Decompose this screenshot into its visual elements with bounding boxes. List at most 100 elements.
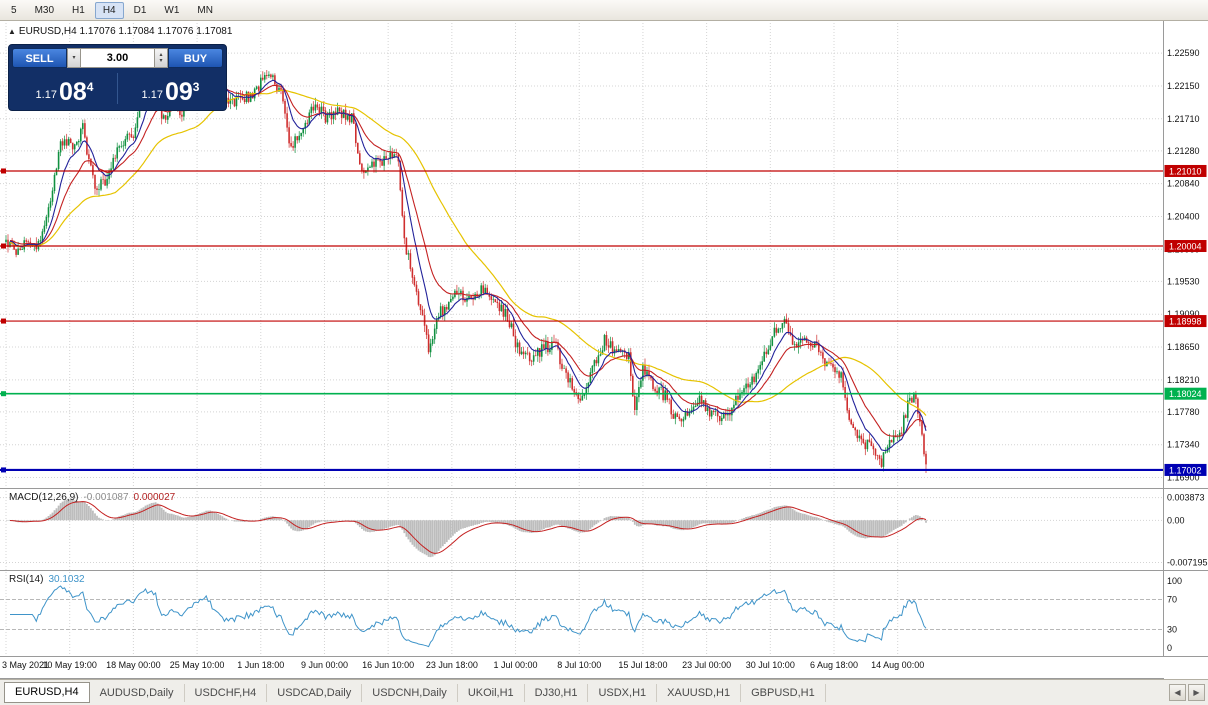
chart-tab-gbpusd[interactable]: GBPUSD,H1	[741, 684, 826, 702]
svg-text:1.18998: 1.18998	[1169, 317, 1202, 327]
buy-price-point: 3	[192, 80, 200, 94]
buy-price-base: 1.17	[141, 89, 163, 101]
macd-signal-line	[9, 501, 927, 554]
rsi-axis-label: 0	[1167, 643, 1172, 653]
svg-text:1.21010: 1.21010	[1169, 166, 1202, 176]
price-axis-label: 1.22590	[1167, 48, 1200, 58]
one-click-trading-panel: SELL ▾ 3.00 ▴ ▾ BUY 1.17 08 4 1.17 09 3	[8, 44, 227, 111]
price-axis-label: 1.17780	[1167, 407, 1200, 417]
rsi-axis-label: 30	[1167, 625, 1177, 635]
time-label: 30 Jul 10:00	[746, 660, 795, 670]
timeframe-button-m30[interactable]: M30	[34, 4, 55, 16]
price-axis-label: 1.18650	[1167, 342, 1200, 352]
timeframe-button-5[interactable]: 5	[11, 4, 17, 16]
time-label: 1 Jul 00:00	[494, 660, 538, 670]
buy-button[interactable]: BUY	[168, 48, 223, 68]
chart-tab-usdchf[interactable]: USDCHF,H4	[185, 684, 268, 702]
price-axis-label: 1.20840	[1167, 179, 1200, 189]
volume-input[interactable]: 3.00	[81, 48, 154, 68]
price-line-tag	[1164, 387, 1207, 400]
horizontal-lines-layer[interactable]	[0, 168, 1163, 473]
time-label: 16 Jun 10:00	[362, 660, 414, 670]
price-line-tag	[1164, 315, 1207, 328]
grid-layer	[0, 21, 1208, 679]
time-label: 1 Jun 18:00	[237, 660, 284, 670]
time-label: 25 May 10:00	[170, 660, 225, 670]
svg-text:1.18024: 1.18024	[1169, 389, 1202, 399]
chart-tab-ukoil[interactable]: UKOil,H1	[458, 684, 525, 702]
sell-button[interactable]: SELL	[12, 48, 67, 68]
price-axis-label: 1.19090	[1167, 309, 1200, 319]
rsi-indicator-panel	[0, 585, 1163, 648]
price-axis-label: 1.18210	[1167, 375, 1200, 385]
chart-tab-eurusd[interactable]: EURUSD,H4	[4, 682, 90, 703]
chart-tab-usdcnh[interactable]: USDCNH,Daily	[362, 684, 458, 702]
macd-signal-value: 0.000027	[133, 492, 176, 503]
chart-canvas: 1.22590 1.22150 1.21710 1.21280 1.20840 1.204…	[0, 21, 1208, 679]
rsi-axis-label: 70	[1167, 595, 1177, 605]
price-axis-label: 1.19530	[1167, 276, 1200, 286]
macd-axis-label: 0.00	[1167, 515, 1185, 525]
chart-tab-audusd[interactable]: AUDUSD,Daily	[90, 684, 185, 702]
rsi-line	[10, 585, 927, 648]
timeframe-toolbar: 5 M30 H1 H4 D1 W1 MN	[0, 0, 1208, 21]
price-line-tag	[1164, 463, 1207, 476]
chart-tab-usdx[interactable]: USDX,H1	[588, 684, 658, 702]
chevron-up-icon: ▴	[159, 52, 163, 58]
time-label: 14 Aug 00:00	[871, 660, 924, 670]
price-axis-label: 1.17340	[1167, 440, 1200, 450]
price-axis-label: 1.21280	[1167, 146, 1200, 156]
macd-histogram	[7, 499, 927, 558]
scroll-right-icon[interactable]: ▶	[1188, 684, 1205, 701]
rsi-axis-label: 100	[1167, 576, 1182, 586]
chevron-down-icon: ▾	[72, 55, 76, 61]
timeframe-button-d1[interactable]: D1	[133, 4, 147, 16]
time-label: 6 Aug 18:00	[810, 660, 858, 670]
time-label: 23 Jun 18:00	[426, 660, 478, 670]
macd-indicator-panel	[0, 497, 1163, 563]
rsi-label: RSI(14) 30.1032	[9, 574, 85, 585]
macd-main-value: -0.001087	[83, 492, 129, 503]
time-label: 10 May 19:00	[42, 660, 97, 670]
price-axis-label: 1.16900	[1167, 473, 1200, 483]
chart-tab-xauusd[interactable]: XAUUSD,H1	[657, 684, 742, 702]
chart-marker-icon: ▲	[8, 27, 16, 36]
volume-spinner[interactable]: ▴ ▾	[154, 48, 168, 68]
chevron-down-icon: ▾	[159, 58, 163, 64]
timeframe-button-mn[interactable]: MN	[197, 4, 213, 16]
volume-decrease-button[interactable]: ▾	[67, 48, 81, 68]
buy-price-display[interactable]: 1.17 09 3	[118, 70, 223, 107]
scroll-left-icon[interactable]: ◀	[1169, 684, 1186, 701]
sell-price-base: 1.17	[35, 89, 57, 101]
macd-axis-label: -0.007195	[1167, 557, 1208, 567]
price-line-tag	[1164, 240, 1207, 253]
price-axis[interactable]: 1.22590 1.22150 1.21710 1.21280 1.20840 1.204…	[1164, 48, 1208, 653]
chart-tab-usdcad[interactable]: USDCAD,Daily	[267, 684, 363, 702]
timeframe-button-h4[interactable]: H4	[94, 1, 124, 19]
svg-text:1.20004: 1.20004	[1169, 242, 1202, 252]
time-label: 3 May 2021	[2, 660, 49, 670]
sell-price-display[interactable]: 1.17 08 4	[12, 70, 117, 107]
time-label: 8 Jul 10:00	[557, 660, 601, 670]
tab-scrollbar: ◀ ▶	[1169, 684, 1205, 701]
time-label: 23 Jul 00:00	[682, 660, 731, 670]
timeframe-button-w1[interactable]: W1	[164, 4, 180, 16]
chart-tabs-bar: EURUSD,H4 AUDUSD,Daily USDCHF,H4 USDCAD,Dai…	[0, 679, 1208, 705]
price-axis-label: 1.20400	[1167, 211, 1200, 221]
rsi-name: RSI(14)	[9, 574, 44, 585]
timeframe-button-h1[interactable]: H1	[72, 4, 85, 16]
sell-price-pips: 08	[58, 78, 87, 106]
chart-tab-dj30[interactable]: DJ30,H1	[525, 684, 589, 702]
buy-price-pips: 09	[164, 78, 193, 106]
macd-label: MACD(12,26,9) -0.001087 0.000027	[9, 492, 175, 503]
price-divider	[117, 73, 118, 104]
time-label: 9 Jun 00:00	[301, 660, 348, 670]
price-axis-label: 1.21710	[1167, 114, 1200, 124]
ohlc-text: EURUSD,H4 1.17076 1.17084 1.17076 1.1708…	[18, 26, 233, 37]
svg-text:1.17002: 1.17002	[1169, 465, 1202, 475]
rsi-value: 30.1032	[48, 574, 85, 585]
sell-price-point: 4	[86, 80, 94, 94]
chart-ohlc-readout: ▲ EURUSD,H4 1.17076 1.17084 1.17076 1.170…	[8, 26, 232, 37]
